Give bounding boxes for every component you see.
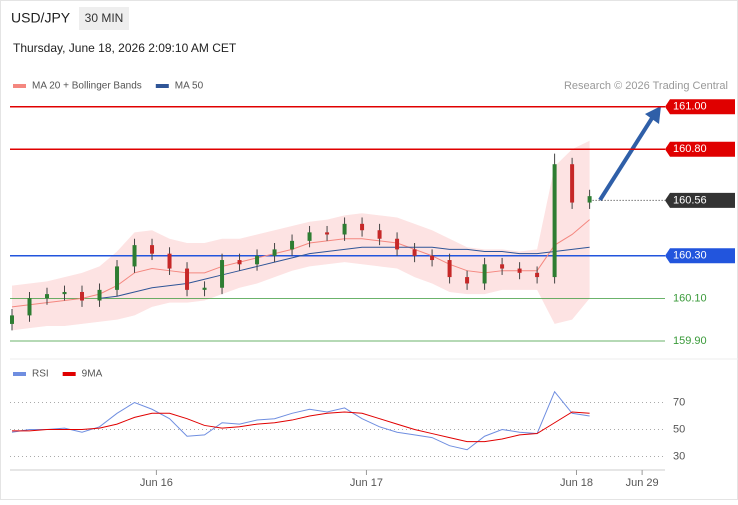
level-label: 160.30 [673, 250, 707, 262]
candle-body [255, 255, 260, 265]
candle-body [360, 223, 365, 231]
series-line [12, 411, 590, 443]
interval: 30 MIN [85, 11, 124, 25]
candle-body [447, 260, 452, 278]
candle-body [325, 232, 330, 235]
candle-body [45, 294, 50, 299]
x-tick-label: Jun 18 [560, 477, 593, 489]
interval-box [79, 7, 129, 30]
candle-body [185, 268, 190, 290]
candle-body [587, 196, 592, 203]
x-tick-label: Jun 17 [350, 477, 383, 489]
candle-body [342, 223, 347, 235]
candle-body [27, 298, 32, 316]
candle-body [290, 240, 295, 250]
candle-body [465, 277, 470, 284]
candle-body [552, 164, 557, 278]
candle-body [97, 289, 102, 301]
candle-body [500, 264, 505, 269]
y-tick-label: 50 [673, 423, 685, 435]
legend-label: RSI [32, 369, 49, 380]
legend-swatch [13, 84, 26, 88]
candle-body [377, 230, 382, 239]
level-label: 160.80 [673, 143, 707, 155]
legend-swatch [62, 372, 76, 376]
candle-body [132, 245, 137, 267]
candle-body [62, 291, 67, 295]
level-box [665, 99, 735, 115]
level-box [665, 192, 735, 208]
y-tick-label: 30 [673, 450, 685, 462]
candle-body [395, 238, 400, 250]
series-line [11, 219, 590, 308]
candle-body [430, 255, 435, 261]
timestamp: Thursday, June 18, 2026 2:09:10 AM CET [13, 41, 237, 55]
level-label: 159.90 [673, 335, 707, 347]
level-box [665, 248, 735, 264]
candle-body [202, 287, 207, 290]
candle-body [167, 253, 172, 269]
legend-swatch [155, 84, 169, 88]
candle-body [10, 315, 14, 324]
candle-body [570, 164, 575, 203]
candle-body [80, 291, 85, 301]
arrow-head [645, 106, 661, 124]
x-tick-label: Jun 16 [140, 477, 173, 489]
candle-body [237, 260, 242, 265]
legend-swatch [13, 372, 26, 376]
level-label: 161.00 [673, 101, 707, 113]
source: Research © 2026 Trading Central [564, 80, 728, 92]
legend-label: MA 20 + Bollinger Bands [32, 81, 142, 92]
candle-body [150, 245, 155, 254]
level-label: 160.10 [673, 292, 707, 304]
candle-body [272, 249, 277, 256]
series-line [11, 390, 590, 451]
forecast-arrow [598, 113, 656, 202]
candle-body [482, 264, 487, 284]
candle-body [115, 266, 120, 290]
candle-body [220, 260, 225, 288]
candle-body [517, 268, 522, 273]
bollinger-band [12, 140, 590, 331]
series-line [99, 246, 590, 299]
level-box [665, 141, 735, 157]
level-label: 160.56 [673, 194, 707, 206]
legend-label: 9MA [82, 369, 103, 380]
symbol: USD/JPY [11, 10, 71, 26]
legend-label: MA 50 [175, 81, 204, 92]
candle-body [535, 272, 540, 278]
y-tick-label: 70 [673, 396, 685, 408]
candle-body [307, 232, 312, 241]
x-tick-label: Jun 29 [626, 477, 659, 489]
candle-body [412, 249, 417, 256]
